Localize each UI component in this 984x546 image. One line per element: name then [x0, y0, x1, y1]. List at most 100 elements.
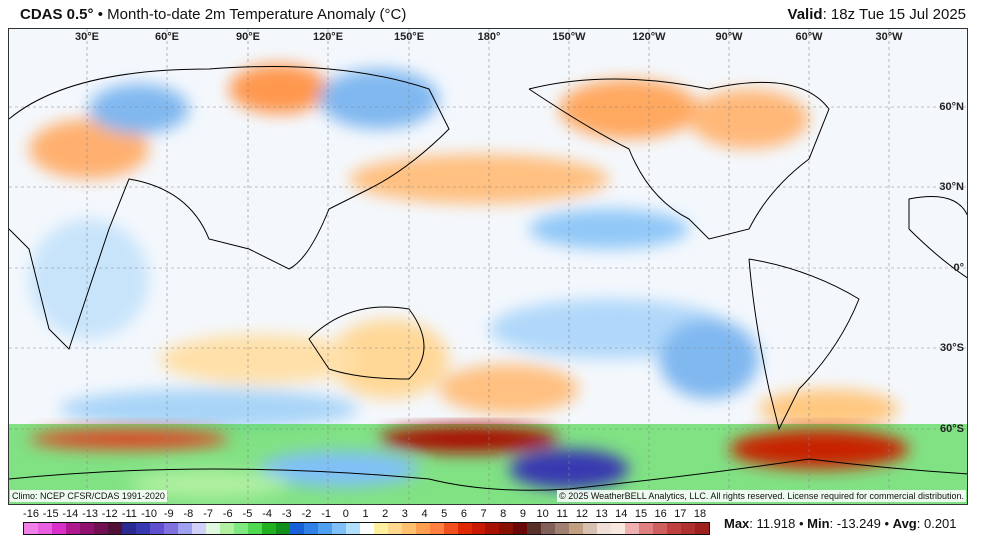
colorbar-swatch: [275, 523, 290, 534]
coastlines: [9, 66, 967, 491]
colorbar-swatch: [121, 523, 136, 534]
colorbar-tick: -10: [141, 508, 157, 520]
colorbar-swatch: [499, 523, 514, 534]
colorbar-swatch: [345, 523, 360, 534]
colorbar-tick: 18: [693, 508, 707, 520]
colorbar-swatch: [695, 523, 710, 534]
colorbar-tick: 5: [441, 508, 448, 520]
min-value: -13.249: [836, 516, 881, 531]
colorbar-tick: -13: [82, 508, 98, 520]
colorbar-tick: 6: [460, 508, 467, 520]
colorbar-tick: -11: [121, 508, 137, 520]
graticule: [9, 29, 967, 504]
colorbar-swatch: [51, 523, 66, 534]
colorbar-swatch: [387, 523, 402, 534]
lat-label: 60°N: [939, 101, 964, 113]
avg-label: Avg: [892, 516, 917, 531]
colorbar-swatch: [247, 523, 262, 534]
lon-label: 150°W: [552, 31, 586, 43]
colorbar: [23, 522, 710, 535]
separator: •: [97, 6, 103, 23]
colorbar-swatch: [107, 523, 122, 534]
colorbar-tick: 17: [674, 508, 687, 520]
colorbar-swatch: [415, 523, 430, 534]
max-label: Max: [724, 516, 750, 531]
colorbar-tick: 7: [480, 508, 487, 520]
colorbar-tick: -15: [42, 508, 59, 520]
colorbar-tick: -4: [262, 508, 272, 520]
lat-label: 60°S: [940, 423, 964, 435]
colorbar-swatch: [37, 523, 52, 534]
lon-label: 60°W: [795, 31, 823, 43]
colorbar-tick: -14: [62, 508, 79, 520]
colorbar-swatch: [191, 523, 206, 534]
colorbar-swatch: [443, 523, 458, 534]
separator: •: [798, 516, 804, 531]
colorbar-tick: 16: [654, 508, 667, 520]
colorbar-swatch: [289, 523, 304, 534]
colorbar-swatch: [429, 523, 444, 534]
colorbar-swatch: [597, 523, 612, 534]
colorbar-tick: 3: [401, 508, 408, 520]
colorbar-swatch: [513, 523, 528, 534]
colorbar-swatch: [611, 523, 626, 534]
colorbar-tick: 4: [421, 508, 428, 520]
colorbar-tick: -7: [203, 508, 213, 520]
colorbar-swatch: [317, 523, 332, 534]
colorbar-swatch: [541, 523, 556, 534]
colorbar-swatch: [177, 523, 192, 534]
colorbar-swatch: [149, 523, 164, 534]
colorbar-tick: -6: [222, 508, 233, 520]
colorbar-swatch: [373, 523, 388, 534]
anomaly-field: [9, 29, 967, 504]
colorbar-swatch: [681, 523, 696, 534]
colorbar-swatch: [261, 523, 276, 534]
colorbar-swatch: [667, 523, 682, 534]
lon-label: 90°E: [236, 31, 260, 43]
colorbar-swatch: [233, 523, 248, 534]
colorbar-swatch: [457, 523, 472, 534]
colorbar-swatch: [485, 523, 500, 534]
colorbar-swatch: [625, 523, 640, 534]
colorbar-swatch: [24, 523, 38, 534]
lon-label: 120°E: [312, 31, 344, 43]
colorbar-swatch: [65, 523, 80, 534]
copyright-note: © 2025 WeatherBELL Analytics, LLC. All r…: [557, 490, 966, 502]
colorbar-tick: 1: [362, 508, 369, 520]
lat-label: 30°S: [940, 342, 964, 354]
colorbar-tick: -1: [321, 508, 332, 520]
colorbar-tick: 11: [556, 508, 568, 520]
colorbar-swatch: [205, 523, 220, 534]
colorbar-tick: -3: [281, 508, 292, 520]
colorbar-tick: -16: [23, 508, 39, 520]
colorbar-swatch: [359, 523, 374, 534]
colorbar-tick: 0: [342, 508, 349, 520]
valid-label: Valid: [787, 6, 823, 23]
valid-value: : 18z Tue 15 Jul 2025: [822, 6, 966, 23]
valid-time: Valid: 18z Tue 15 Jul 2025: [788, 6, 966, 23]
avg-value: 0.201: [923, 516, 957, 531]
colorbar-tick: -12: [101, 508, 118, 520]
separator: •: [884, 516, 890, 531]
colorbar-tick: 12: [575, 508, 589, 520]
title-text: Month-to-date 2m Temperature Anomaly (°C…: [107, 6, 407, 23]
anomaly-map[interactable]: 30°E 60°E 90°E 120°E 150°E 180° 150°W 12…: [8, 28, 968, 505]
colorbar-tick: -9: [163, 508, 174, 520]
stats: Max: 11.918 • Min: -13.249 • Avg: 0.201: [724, 516, 957, 531]
colorbar-swatch: [135, 523, 150, 534]
lat-label: 0°: [953, 262, 964, 274]
climo-note: Climo: NCEP CFSR/CDAS 1991-2020: [10, 490, 167, 502]
colorbar-swatch: [653, 523, 668, 534]
lon-label: 180°: [477, 31, 501, 43]
min-label: Min: [807, 516, 830, 531]
lon-label: 90°W: [715, 31, 743, 43]
colorbar-swatch: [471, 523, 486, 534]
colorbar-swatch: [93, 523, 108, 534]
lon-label: 60°E: [155, 31, 179, 43]
colorbar-swatch: [331, 523, 346, 534]
colorbar-tick: -8: [183, 508, 194, 520]
colorbar-tick: 2: [382, 508, 389, 520]
colorbar-tick: -2: [301, 508, 312, 520]
colorbar-swatch: [401, 523, 416, 534]
colorbar-swatch: [303, 523, 318, 534]
